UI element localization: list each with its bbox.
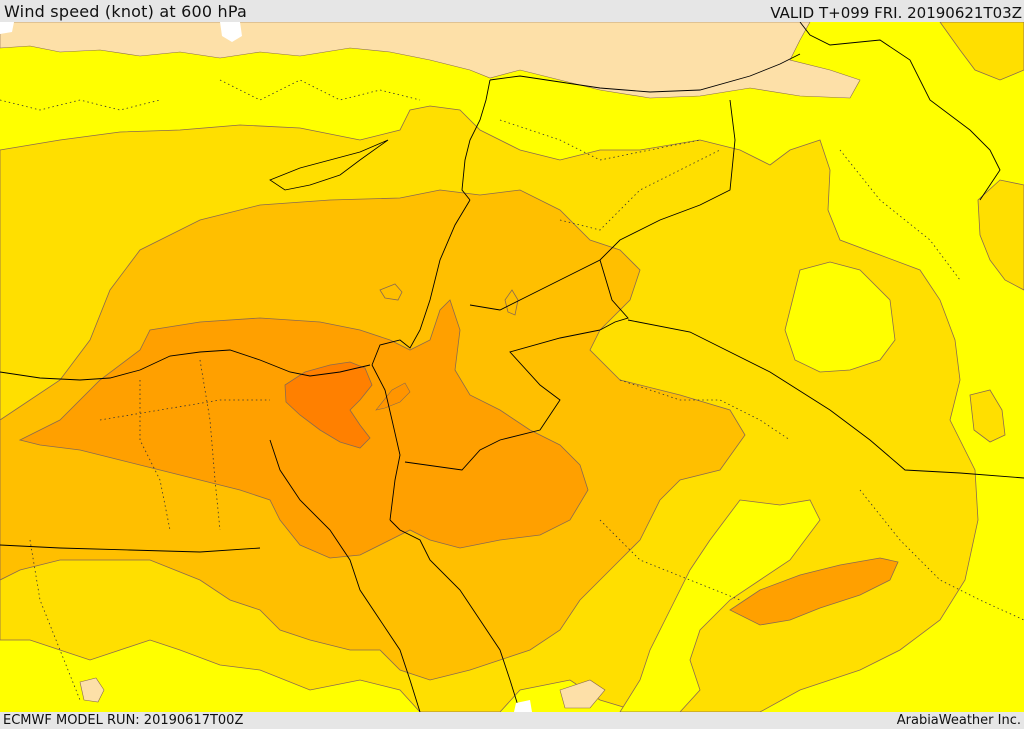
wind-speed-map[interactable] (0, 22, 1024, 712)
footer-bar: ECMWF MODEL RUN: 20190617T00Z ArabiaWeat… (0, 712, 1024, 729)
wind-band-3-cell (379, 283, 403, 301)
sea-white-patch (220, 22, 242, 42)
sea-white-patch (514, 700, 532, 712)
wind-band-1-hole (784, 261, 896, 373)
wind-band-2-cell (969, 389, 1006, 443)
wind-band-5-cell (375, 382, 411, 411)
wind-band-2-cell (559, 679, 606, 709)
wind-band-1-hole (619, 499, 821, 712)
credit-label: ArabiaWeather Inc. (896, 713, 1021, 728)
wind-band-5 (284, 361, 373, 449)
cyprus-outline (269, 139, 389, 191)
wind-band-4 (18, 299, 589, 559)
wind-band-3-cell (504, 289, 519, 316)
wind-band-4-cell (729, 557, 899, 626)
model-run-label: ECMWF MODEL RUN: 20190617T00Z (3, 713, 244, 728)
wind-band-2-cell (79, 677, 105, 703)
province-borders (0, 79, 1024, 701)
wind-band-2-cell (977, 179, 1024, 291)
sea-white-patch (0, 22, 14, 34)
country-borders (0, 22, 1024, 712)
map-title: Wind speed (knot) at 600 hPa (4, 2, 248, 21)
northern-land-area (0, 22, 861, 99)
wind-band-2-cell (939, 22, 1024, 81)
valid-time-label: VALID T+099 FRI. 20190621T03Z (770, 4, 1022, 22)
header-bar: Wind speed (knot) at 600 hPa VALID T+099… (0, 0, 1024, 22)
